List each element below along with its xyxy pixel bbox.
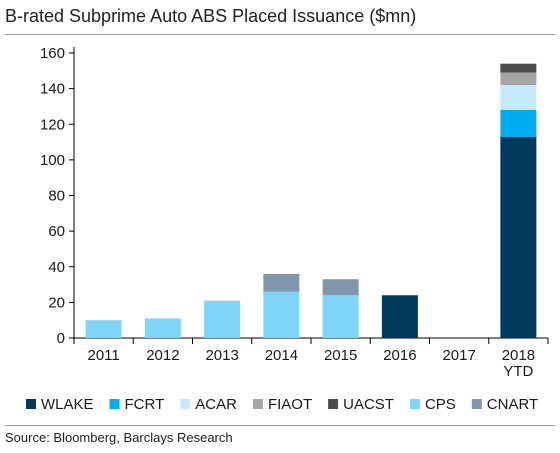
title-divider [5,34,555,35]
x-tick-label: 2017 [442,347,475,364]
bars-layer [85,63,537,338]
bar-segment-cnart [322,279,359,296]
legend-label-cnart: CNART [487,396,538,413]
labels-layer: 0 20 40 60 80 100 120 140 160 2011 2012 2013 2014 201… [40,45,535,380]
legend-swatch-fiaot [252,399,263,409]
legend-label-wlake: WLAKE [41,396,94,413]
bar-segment-wlake [381,295,418,338]
source-note: Source: Bloomberg, Barclays Research [5,430,233,445]
legend-swatch-wlake [26,399,36,409]
x-tick-label: 2014 [265,347,298,364]
bar-segment-cps [322,295,359,338]
bar-segment-cps [263,291,300,338]
bar-segment-cnart [263,273,300,292]
y-tick-label: 0 [57,330,65,347]
bar-segment-cps [204,300,241,338]
bar-segment-fcrt [500,110,537,137]
bar-segment-wlake [500,136,537,338]
y-tick-label: 40 [48,259,65,276]
y-tick-label: 160 [40,45,65,62]
chart-title: B-rated Subprime Auto ABS Placed Issuanc… [5,6,417,26]
y-tick-label: 100 [40,152,65,169]
bar-segment-uacst [500,63,537,73]
x-tick-label: 2018 [502,347,535,364]
x-tick-label: 2012 [146,347,179,364]
legend-swatch-cps [409,399,420,409]
x-tick-label: 2015 [324,347,357,364]
legend-swatch-fcrt [109,399,120,409]
legend-label-fiaot: FIAOT [268,396,312,413]
legend-label-fcrt: FCRT [125,396,165,413]
y-tick-label: 60 [48,223,65,240]
y-tick-label: 80 [48,188,65,205]
legend-label-cps: CPS [425,396,456,413]
legend: WLAKE FCRT ACAR FIAOT UACST CPS CNART [26,396,538,413]
bar-segment-cps [144,318,181,338]
y-tick-label: 120 [40,116,65,133]
source-divider [5,425,555,426]
legend-swatch-cnart [471,399,482,409]
axes-layer [69,47,549,344]
x-tick-label: YTD [503,363,533,380]
legend-label-acar: ACAR [195,396,237,413]
y-tick-label: 140 [40,81,65,98]
x-tick-label: 2016 [383,347,416,364]
legend-swatch-uacst [328,399,339,409]
bar-segment-acar [500,85,537,110]
bar-segment-cps [85,320,122,338]
legend-label-uacst: UACST [343,396,394,413]
legend-swatch-acar [180,399,191,409]
y-tick-label: 20 [48,294,65,311]
x-tick-label: 2013 [205,347,238,364]
x-tick-label: 2011 [87,347,119,364]
bar-segment-fiaot [500,72,537,86]
